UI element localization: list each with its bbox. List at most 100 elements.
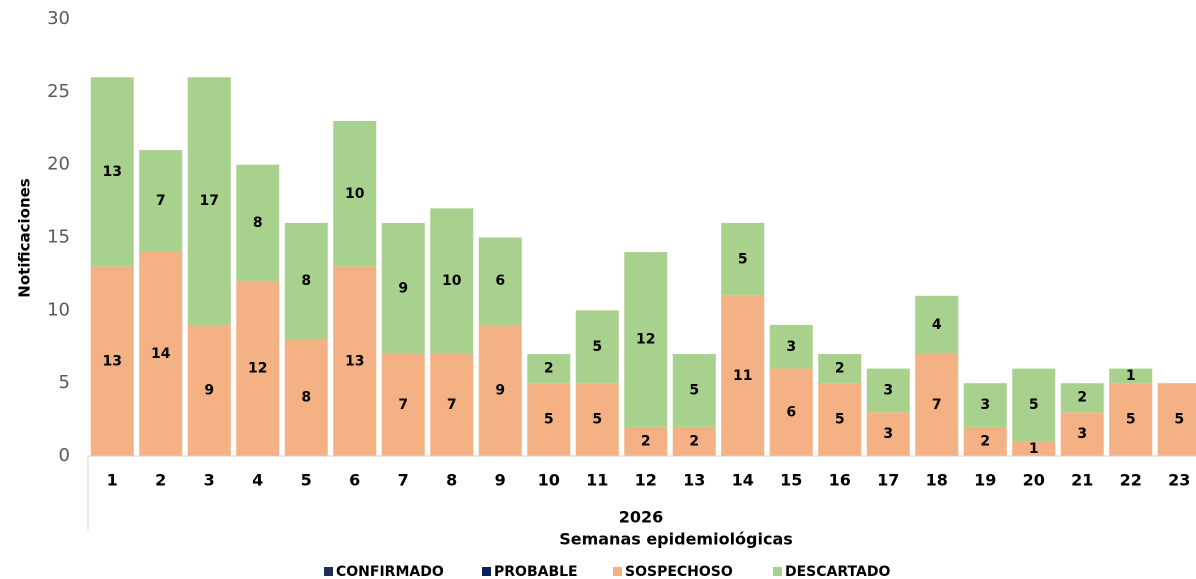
- data-label: 7: [447, 397, 457, 413]
- x-tick-label: 15: [780, 471, 802, 490]
- x-tick-label: 20: [1023, 471, 1045, 490]
- x-tick-label: 10: [538, 471, 560, 490]
- data-label: 5: [592, 339, 602, 355]
- data-label: 11: [733, 368, 752, 384]
- data-label: 17: [200, 193, 219, 209]
- bar-segment: [478, 324, 522, 456]
- data-label: 6: [495, 273, 505, 289]
- bar-segment: [187, 77, 231, 325]
- bar-segment: [1012, 368, 1056, 442]
- bar-segment: [915, 295, 959, 355]
- x-tick-label: 5: [301, 471, 312, 490]
- y-tick-label: 10: [47, 299, 70, 320]
- bar-segment: [284, 339, 328, 456]
- bar-segment: [430, 354, 474, 456]
- bar-segment: [1109, 368, 1153, 384]
- data-label: 6: [786, 404, 796, 420]
- y-tick-label: 30: [47, 8, 70, 29]
- legend-swatch: [482, 567, 491, 576]
- data-label: 5: [544, 412, 554, 428]
- bar-segment: [139, 150, 183, 253]
- data-label: 14: [151, 346, 171, 362]
- data-label: 5: [689, 382, 699, 398]
- x-tick-label: 1: [107, 471, 118, 490]
- data-label: 7: [398, 397, 408, 413]
- bar-segment: [1060, 412, 1104, 456]
- bar-segment: [624, 426, 668, 456]
- data-label: 8: [301, 273, 311, 289]
- bar-segment: [90, 77, 134, 267]
- bar-segment: [818, 354, 862, 384]
- data-label: 7: [156, 193, 166, 209]
- x-tick-label: 19: [974, 471, 996, 490]
- data-label: 2: [980, 433, 990, 449]
- data-label: 13: [345, 353, 364, 369]
- y-tick-label: 25: [47, 81, 70, 102]
- bar-segment: [527, 383, 571, 456]
- data-label: 2: [689, 433, 699, 449]
- x-axis-group: 2026: [619, 508, 664, 527]
- legend-label: CONFIRMADO: [336, 564, 444, 579]
- data-label: 8: [253, 215, 263, 231]
- bar-segment: [672, 354, 716, 427]
- legend-swatch: [613, 567, 622, 576]
- data-label: 5: [592, 412, 602, 428]
- data-label: 5: [738, 251, 748, 267]
- data-label: 13: [103, 353, 122, 369]
- bar-segment: [1157, 383, 1196, 456]
- x-axis-title: Semanas epidemiológicas: [559, 530, 793, 549]
- bar-segment: [769, 368, 813, 456]
- data-label: 5: [1126, 412, 1136, 428]
- y-axis-title: Notificaciones: [16, 178, 34, 297]
- y-tick-label: 20: [47, 154, 70, 175]
- y-tick-label: 5: [59, 372, 70, 393]
- bar-segment: [1060, 383, 1104, 413]
- data-label: 5: [1029, 397, 1039, 413]
- bar-segment: [1109, 383, 1153, 456]
- bar-segment: [527, 354, 571, 384]
- data-label: 3: [883, 426, 893, 442]
- bar-segment: [721, 222, 765, 296]
- x-tick-label: 14: [732, 471, 754, 490]
- data-label: 9: [204, 382, 214, 398]
- data-label: 3: [1077, 426, 1087, 442]
- x-tick-label: 22: [1120, 471, 1142, 490]
- bar-segment: [236, 281, 280, 456]
- legend-swatch: [773, 567, 782, 576]
- data-label: 2: [835, 361, 845, 377]
- legend-swatch: [324, 567, 333, 576]
- data-label: 10: [345, 186, 365, 202]
- data-label: 8: [301, 390, 311, 406]
- x-tick-label: 6: [349, 471, 360, 490]
- data-label: 10: [442, 273, 462, 289]
- data-label: 3: [786, 339, 796, 355]
- x-tick-label: 2: [155, 471, 166, 490]
- data-label: 3: [883, 382, 893, 398]
- data-label: 12: [636, 331, 655, 347]
- data-label: 5: [1174, 412, 1184, 428]
- bar-segment: [866, 368, 910, 413]
- bar-segment: [284, 222, 328, 340]
- data-label: 9: [495, 382, 505, 398]
- bar-segment: [624, 252, 668, 427]
- x-tick-label: 9: [495, 471, 506, 490]
- data-label: 2: [1077, 390, 1087, 406]
- bar-segment: [915, 354, 959, 456]
- data-label: 4: [932, 317, 942, 333]
- bar-segment: [381, 354, 425, 456]
- bar-segment: [721, 295, 765, 456]
- bar-segment: [672, 426, 716, 456]
- data-label: 1: [1126, 368, 1136, 384]
- y-tick-label: 15: [47, 227, 70, 248]
- x-tick-label: 21: [1071, 471, 1093, 490]
- x-tick-label: 12: [635, 471, 657, 490]
- bar-segment: [963, 426, 1007, 456]
- bar-segment: [139, 252, 183, 456]
- bar-segment: [90, 266, 134, 456]
- x-tick-label: 11: [586, 471, 608, 490]
- bar-segment: [575, 310, 619, 384]
- data-label: 12: [248, 361, 267, 377]
- bar-segment: [430, 208, 474, 355]
- bar-segment: [333, 120, 377, 267]
